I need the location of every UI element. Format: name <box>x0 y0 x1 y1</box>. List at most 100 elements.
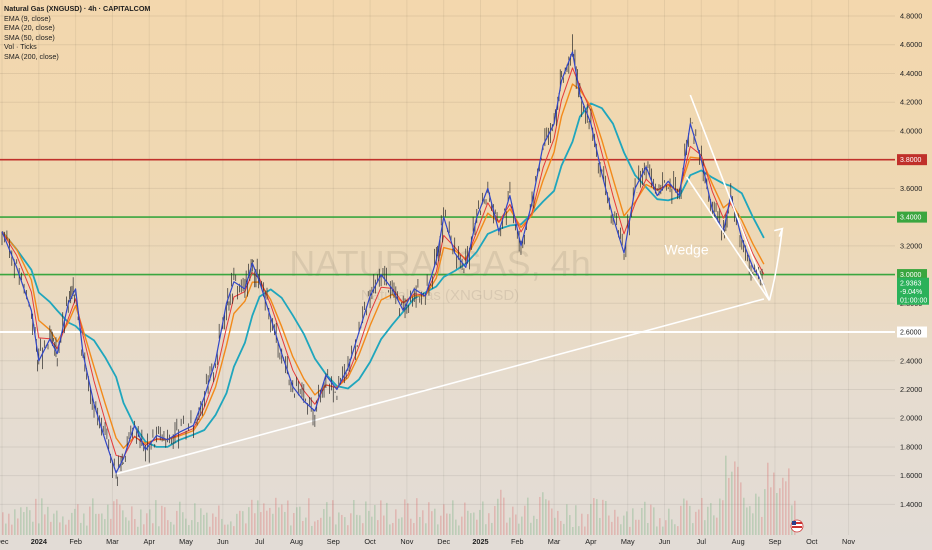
volume-bar <box>716 517 718 535</box>
volume-bar <box>104 519 106 535</box>
volume-bar <box>233 526 235 535</box>
volume-bar <box>293 512 295 535</box>
volume-bar <box>701 497 703 535</box>
volume-bar <box>410 518 412 535</box>
y-tick-label: 4.6000 <box>900 40 922 49</box>
volume-bar <box>53 513 55 535</box>
volume-bar <box>17 518 19 535</box>
last-price-tag <box>897 277 929 305</box>
volume-bar <box>743 497 745 535</box>
volume-bar <box>449 513 451 535</box>
volume-bar <box>245 523 247 535</box>
volume-bar <box>479 509 481 535</box>
volume-bar <box>656 526 658 535</box>
volume-bar <box>122 510 124 535</box>
y-axis: 4.8000 4.6000 4.4000 4.2000 4.0000 3.8000 3.60… <box>897 12 929 509</box>
breakout-arrow <box>768 228 784 301</box>
volume-bar <box>605 500 607 535</box>
volume-bar <box>290 525 292 535</box>
volume-bar <box>728 477 730 535</box>
volume-bar <box>329 516 331 535</box>
volume-bar <box>578 526 580 535</box>
volume-bar <box>212 513 214 535</box>
volume-bar <box>35 498 37 535</box>
volume-bar <box>20 507 22 535</box>
indicator-ema9[interactable]: EMA (9, close) <box>4 13 51 23</box>
volume-bar <box>320 517 322 535</box>
sma50-line <box>1 102 765 448</box>
volume-bar <box>704 520 706 535</box>
volume-bar <box>176 510 178 535</box>
volume-bar <box>398 518 400 535</box>
volume-bar <box>722 500 724 535</box>
volume-bar <box>611 521 613 535</box>
volume-bar <box>401 517 403 535</box>
volume-bar <box>527 497 529 535</box>
volume-bar <box>515 514 517 535</box>
indicator-sma200[interactable]: SMA (200, close) <box>4 51 59 61</box>
volume-bar <box>131 506 133 535</box>
wedge-label: Wedge <box>665 241 709 257</box>
volume-bars <box>2 455 796 535</box>
volume-bar <box>50 521 52 535</box>
volume-bar <box>200 508 202 535</box>
volume-bar <box>146 513 148 535</box>
volume-bar <box>152 523 154 535</box>
volume-bar <box>491 522 493 535</box>
volume-bar <box>530 522 532 535</box>
volume-bar <box>593 498 595 535</box>
volume-bar <box>686 500 688 535</box>
volume-bar <box>344 517 346 535</box>
x-tick-label: Dec <box>0 537 9 546</box>
volume-bar <box>224 524 226 535</box>
volume-bar <box>563 523 565 535</box>
volume-bar <box>779 488 781 535</box>
volume-bar <box>305 517 307 535</box>
last-price-value: 2.9363 <box>900 281 922 288</box>
volume-bar <box>113 501 115 535</box>
volume-bar <box>266 510 268 535</box>
level-tag-label: 3.0000 <box>900 272 922 279</box>
volume-bar <box>770 487 772 535</box>
volume-bar <box>47 506 49 535</box>
volume-bar <box>590 504 592 535</box>
volume-bar <box>782 477 784 535</box>
volume-bar <box>734 461 736 535</box>
volume-bar <box>323 509 325 535</box>
volume-bar <box>653 507 655 535</box>
indicator-volume[interactable]: Vol · Ticks <box>4 42 37 51</box>
volume-bar <box>56 510 58 535</box>
wedge-upper-line <box>689 94 771 301</box>
y-tick-label: 4.2000 <box>900 98 922 107</box>
volume-bar <box>497 498 499 535</box>
volume-bar <box>395 509 397 535</box>
volume-bar <box>575 505 577 535</box>
volume-bar <box>602 499 604 535</box>
x-tick-label: Dec <box>437 537 450 546</box>
volume-bar <box>719 498 721 535</box>
volume-bar <box>299 506 301 535</box>
indicator-sma50[interactable]: SMA (50, close) <box>4 32 55 42</box>
volume-bar <box>65 524 67 535</box>
volume-bar <box>356 514 358 535</box>
x-tick-label: Jul <box>255 537 265 546</box>
volume-bar <box>632 508 634 535</box>
volume-bar <box>254 513 256 535</box>
volume-bar <box>476 519 478 535</box>
volume-bar <box>680 505 682 535</box>
volume-bar <box>416 498 418 535</box>
volume-bar <box>383 515 385 535</box>
last-price-countdown: 01:00:00 <box>900 298 927 305</box>
y-tick-label: 1.6000 <box>900 471 922 480</box>
volume-bar <box>509 517 511 535</box>
volume-bar <box>746 507 748 535</box>
level-tag <box>897 326 927 338</box>
x-tick-label: Feb <box>511 537 524 546</box>
indicator-ema20[interactable]: EMA (20, close) <box>4 23 55 32</box>
volume-bar <box>794 500 796 535</box>
volume-bar <box>26 506 28 535</box>
volume-bar <box>143 524 145 535</box>
volume-bar <box>614 509 616 535</box>
x-tick-label: Nov <box>400 537 413 546</box>
